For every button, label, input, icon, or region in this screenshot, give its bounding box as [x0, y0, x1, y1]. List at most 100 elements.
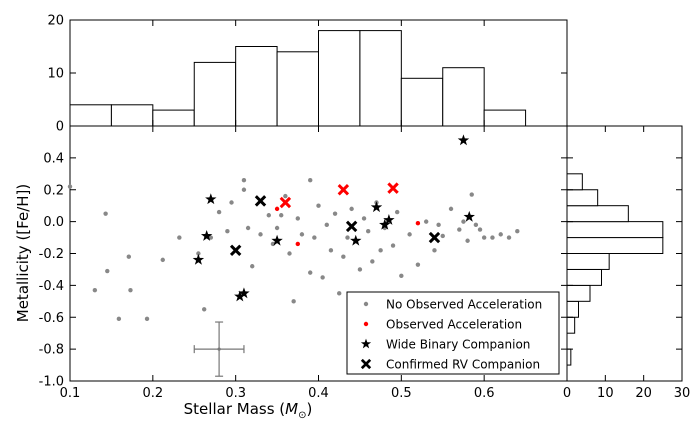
scatter-point: [399, 273, 404, 279]
right-hist-bar: [566, 189, 599, 207]
scatter-point: [105, 268, 110, 274]
legend-label: Wide Binary Companion: [386, 338, 530, 352]
top-hist-bar: [483, 109, 527, 127]
scatter-point: [279, 196, 292, 209]
ticks: 0.1 0.2 0.3 0.4 0.5 0.6 -1.0 -0.8 -0.6 -0.4 -0.2 0.…: [39, 14, 691, 402]
top-hist-bar: [318, 30, 361, 127]
scatter-point: [378, 248, 383, 253]
scatter-plot: [67, 134, 520, 377]
tick-label: 20: [635, 386, 652, 401]
scatter-point: [345, 220, 358, 233]
tick-label: 10: [47, 67, 64, 82]
tick-label: -0.2: [39, 247, 64, 262]
scatter-point: [283, 193, 288, 199]
legend-marker: [363, 301, 369, 307]
scatter-point: [258, 232, 263, 237]
scatter-point: [266, 213, 271, 218]
scatter-point: [238, 287, 250, 299]
tick-label: 0.6: [474, 386, 495, 401]
scatter-point: [320, 275, 325, 280]
scatter-point: [383, 214, 395, 225]
scatter-point: [128, 287, 133, 293]
scatter-point: [490, 235, 495, 240]
scatter-point: [200, 229, 213, 241]
scatter-point: [274, 206, 280, 212]
right-hist-bar: [566, 268, 602, 286]
scatter-point: [216, 209, 222, 215]
scatter-point: [241, 187, 247, 192]
scatter-point: [461, 219, 466, 224]
scatter-point: [234, 290, 246, 302]
top-hist-bar: [193, 61, 237, 127]
scatter-point: [144, 316, 150, 322]
scatter-point: [390, 243, 396, 248]
scatter-point: [436, 222, 441, 228]
right-hist-bar: [566, 221, 664, 239]
top-hist-bar: [400, 77, 444, 127]
scatter-point: [341, 254, 346, 259]
right-histogram: [566, 173, 664, 366]
scatter-point: [308, 270, 313, 275]
scatter-point: [177, 235, 182, 240]
right-hist-bar: [566, 205, 629, 223]
scatter-point: [308, 177, 313, 183]
scatter-point: [116, 316, 122, 322]
scatter-point: [357, 267, 363, 272]
scatter-point: [271, 234, 283, 246]
scatter-point: [250, 264, 255, 269]
top-hist-bar: [152, 109, 195, 127]
x-axis-label: Stellar Mass (M⊙): [184, 400, 313, 421]
scatter-point: [387, 182, 399, 194]
scatter-point: [295, 216, 300, 221]
tick-label: 0: [563, 386, 571, 401]
scatter-point: [192, 253, 205, 265]
legend: No Observed Acceleration Observed Acceler…: [346, 291, 560, 375]
right-hist-bar: [566, 348, 572, 366]
scatter-point: [196, 251, 201, 256]
right-hist-bar: [566, 284, 591, 302]
scatter-point: [477, 227, 483, 232]
scatter-point: [295, 241, 300, 247]
right-hist-bar: [566, 173, 583, 191]
right-hist-bar: [566, 316, 576, 334]
tick-label: -0.4: [39, 279, 64, 294]
scatter-point: [432, 248, 437, 253]
top-hist-bar: [359, 30, 402, 127]
scatter-point: [481, 235, 487, 240]
tick-label: 0: [56, 120, 64, 135]
scatter-point: [229, 244, 242, 257]
scatter-point: [67, 184, 73, 189]
top-hist-bar: [110, 104, 154, 127]
scatter-point: [337, 291, 342, 296]
tick-label: 0.2: [142, 386, 163, 401]
scatter-point: [332, 211, 338, 216]
scatter-point: [245, 225, 251, 231]
scatter-point: [350, 234, 362, 246]
scatter-point: [126, 254, 132, 259]
scatter-point: [349, 206, 354, 212]
scatter-point: [407, 232, 412, 237]
tick-label: -0.6: [39, 311, 64, 326]
tick-label: -1.0: [39, 375, 64, 390]
legend-label: Observed Acceleration: [386, 318, 522, 332]
scatter-point: [415, 221, 421, 226]
tick-label: 0.2: [43, 183, 64, 198]
tick-label: 0.3: [225, 386, 246, 401]
scatter-point: [366, 228, 371, 234]
scatter-point: [287, 251, 292, 256]
scatter-point: [515, 228, 520, 234]
scatter-point: [506, 235, 512, 240]
scatter-point: [457, 134, 470, 146]
legend-marker: [360, 338, 372, 349]
right-hist-bar: [566, 300, 579, 318]
top-hist-bar: [69, 104, 112, 127]
scatter-point: [370, 259, 375, 264]
legend-marker: [363, 321, 369, 327]
scatter-point: [205, 193, 217, 205]
tick-label: 0.0: [43, 215, 64, 230]
scatter-point: [279, 213, 284, 218]
scatter-point: [415, 262, 421, 267]
y-axis-label: Metallicity ([Fe/H]): [14, 184, 32, 322]
tick-label: 20: [47, 14, 64, 29]
